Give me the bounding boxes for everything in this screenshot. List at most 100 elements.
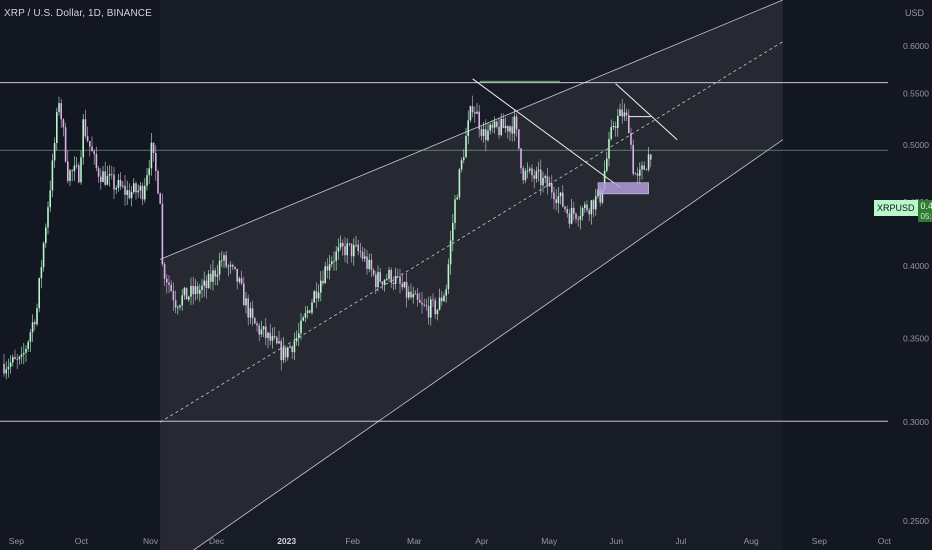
candle-body	[381, 281, 384, 285]
candle-body	[75, 165, 78, 167]
candle-body	[34, 322, 36, 325]
candle-body	[36, 308, 38, 325]
candle-body	[212, 270, 214, 282]
candle-body	[150, 142, 153, 169]
candle-body	[326, 266, 329, 271]
candle-body	[465, 136, 467, 158]
candle-body	[628, 115, 630, 134]
channel-mid-line	[159, 41, 784, 423]
candle-body	[135, 183, 137, 193]
candle-body	[287, 347, 289, 358]
candle-body	[183, 287, 186, 296]
candle-body	[401, 283, 403, 288]
candle-body	[388, 269, 390, 279]
horizontal-levels[interactable]	[0, 80, 888, 422]
candle-body	[168, 282, 170, 285]
candle-body	[639, 169, 641, 176]
candle-body	[174, 300, 177, 308]
candle-body	[133, 183, 135, 193]
candle-body	[205, 280, 208, 289]
support-zone-box	[597, 182, 649, 195]
x-tick-label: Aug	[744, 536, 759, 546]
candle-body	[621, 109, 623, 117]
candle-body	[515, 116, 518, 130]
candle-body	[586, 204, 588, 211]
candle-body	[456, 197, 458, 200]
candle-body	[295, 337, 298, 342]
candle-body	[377, 272, 379, 288]
candle-body	[540, 169, 542, 186]
candle-body	[383, 279, 386, 285]
candle-body	[570, 207, 573, 224]
candle-body	[64, 127, 67, 162]
candle-body	[392, 282, 395, 284]
candle-body	[82, 119, 84, 158]
candle-body	[115, 187, 117, 190]
x-tick-label: Sep	[9, 536, 24, 546]
candle-body	[359, 250, 362, 253]
candle-body	[172, 291, 175, 301]
candle-body	[146, 175, 148, 186]
candle-body	[357, 244, 359, 251]
candle-body	[108, 174, 111, 176]
candle-body	[610, 127, 612, 140]
candle-body	[293, 341, 296, 353]
candle-body	[460, 159, 463, 170]
candle-body	[487, 130, 489, 141]
candle-body	[590, 200, 593, 215]
candle-body	[254, 318, 256, 324]
candle-body	[45, 227, 47, 244]
candle-body	[40, 267, 43, 279]
candle-body	[148, 168, 150, 176]
candle-body	[161, 203, 164, 265]
candle-body	[445, 289, 447, 296]
candle-body	[643, 165, 645, 170]
candle-body	[603, 170, 606, 190]
parallel-channel[interactable]	[159, 0, 784, 550]
candle-body	[339, 242, 342, 248]
candle-body	[511, 126, 513, 134]
candle-body	[223, 255, 225, 261]
candle-body	[47, 207, 49, 228]
symbol-label: XRPUSD	[874, 200, 918, 216]
candle-body	[425, 304, 428, 306]
candle-body	[489, 124, 491, 131]
x-tick-label: Jul	[675, 536, 686, 546]
candle-body	[258, 325, 260, 335]
last-price: 0.4953	[920, 201, 932, 211]
candle-body	[355, 244, 357, 246]
candle-body	[166, 278, 168, 283]
candle-body	[399, 276, 401, 284]
candle-body	[641, 165, 643, 170]
candle-body	[520, 148, 522, 169]
candle-body	[421, 302, 423, 305]
x-tick-label: Oct	[75, 536, 89, 546]
candle-body	[12, 357, 14, 363]
time-axis[interactable]: Sep Oct Nov Dec 2023 Feb Mar Apr May Jun Jul Aug Sep…	[9, 536, 892, 546]
trendlines[interactable]	[472, 78, 678, 195]
candle-body	[634, 173, 637, 175]
candle-body	[155, 152, 157, 172]
candle-body	[452, 222, 454, 241]
candle-body	[58, 103, 60, 113]
candle-body	[467, 120, 469, 137]
candle-body	[579, 216, 582, 220]
candle-body	[188, 296, 190, 300]
candle-body	[463, 157, 465, 160]
candle-body	[157, 171, 159, 194]
candle-body	[390, 269, 392, 283]
candle-body	[496, 121, 498, 127]
candle-body	[636, 173, 639, 176]
candle-body	[71, 170, 73, 172]
candle-body	[588, 210, 590, 215]
candle-body	[410, 291, 412, 298]
candle-body	[113, 174, 115, 190]
candle-body	[218, 260, 221, 275]
candle-body	[163, 264, 166, 279]
candle-body	[575, 213, 577, 219]
candle-body	[577, 218, 579, 220]
x-tick-label: Mar	[407, 536, 422, 546]
candle-body	[216, 274, 219, 277]
bar-countdown: 05:42:50	[920, 212, 932, 221]
